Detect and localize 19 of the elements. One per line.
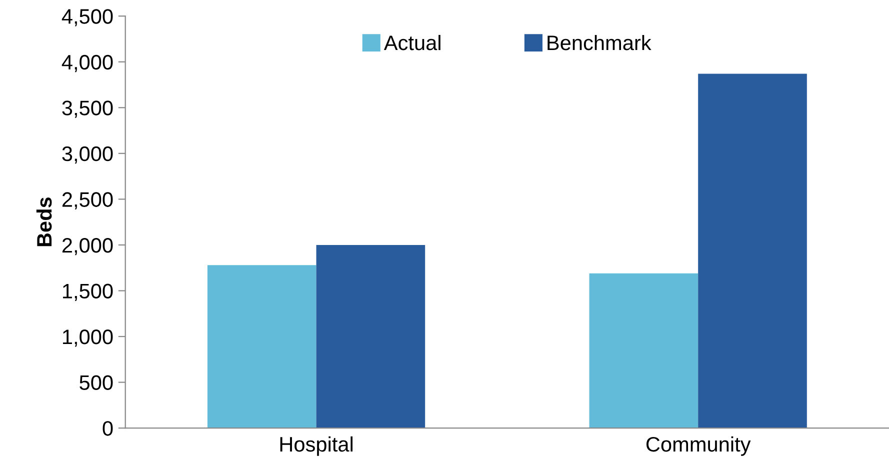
bar [698, 74, 807, 428]
y-tick-label: 2,000 [62, 238, 113, 256]
x-tick-label: Community [646, 436, 751, 456]
y-tick-label: 1,500 [63, 284, 113, 301]
y-tick-label: 3,000 [62, 146, 113, 164]
y-tick-label: 500 [80, 375, 113, 390]
x-tick-label: Hospital [280, 436, 353, 456]
legend-label: Actual [384, 34, 440, 50]
y-tick-label: 4,000 [62, 54, 113, 72]
y-tick-label: 2,500 [62, 192, 113, 210]
bar [589, 273, 698, 428]
y-tick-label: 3,500 [62, 100, 113, 118]
bar [316, 244, 426, 428]
y-tick-label: 0 [102, 421, 113, 436]
bar [207, 265, 316, 428]
y-axis-title: Beds [36, 197, 52, 246]
y-tick-label: 4,500 [62, 9, 113, 26]
y-tick-label: 1,000 [63, 330, 113, 347]
legend-label: Benchmark [548, 34, 652, 50]
